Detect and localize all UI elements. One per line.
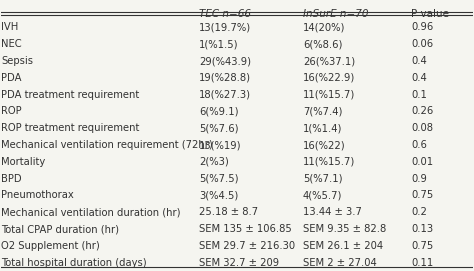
Text: 0.9: 0.9 [411,174,427,184]
Text: 0.96: 0.96 [411,22,434,33]
Text: 13(19.7%): 13(19.7%) [199,22,251,33]
Text: 0.26: 0.26 [411,107,434,117]
Text: 2(%3): 2(%3) [199,157,229,167]
Text: 26(%37.1): 26(%37.1) [303,56,355,66]
Text: 11(%15.7): 11(%15.7) [303,157,355,167]
Text: 11(%15.7): 11(%15.7) [303,90,355,100]
Text: 0.2: 0.2 [411,207,427,217]
Text: 5(%7.5): 5(%7.5) [199,174,239,184]
Text: 0.13: 0.13 [411,224,434,234]
Text: SEM 2 ± 27.04: SEM 2 ± 27.04 [303,258,377,268]
Text: ROP treatment requirement: ROP treatment requirement [1,123,140,133]
Text: IVH: IVH [1,22,18,33]
Text: Sepsis: Sepsis [1,56,33,66]
Text: SEM 32.7 ± 209: SEM 32.7 ± 209 [199,258,280,268]
Text: 0.11: 0.11 [411,258,434,268]
Text: 0.06: 0.06 [411,39,434,49]
Text: 25.18 ± 8.7: 25.18 ± 8.7 [199,207,258,217]
Text: 18(%27.3): 18(%27.3) [199,90,251,100]
Text: 5(%7.6): 5(%7.6) [199,123,239,133]
Text: NEC: NEC [1,39,22,49]
Text: 0.75: 0.75 [411,191,434,201]
Text: PDA: PDA [1,73,22,83]
Text: 1(%1.5): 1(%1.5) [199,39,239,49]
Text: 19(%28.8): 19(%28.8) [199,73,251,83]
Text: InSurE n=70: InSurE n=70 [303,9,368,20]
Text: ROP: ROP [1,107,22,117]
Text: 6(%9.1): 6(%9.1) [199,107,239,117]
Text: 7(%7.4): 7(%7.4) [303,107,342,117]
Text: Mortality: Mortality [1,157,46,167]
Text: Total hospital duration (days): Total hospital duration (days) [1,258,147,268]
Text: 29(%43.9): 29(%43.9) [199,56,251,66]
Text: BPD: BPD [1,174,22,184]
Text: 0.1: 0.1 [411,90,427,100]
Text: SEM 9.35 ± 82.8: SEM 9.35 ± 82.8 [303,224,386,234]
Text: 13(%19): 13(%19) [199,140,242,150]
Text: SEM 135 ± 106.85: SEM 135 ± 106.85 [199,224,292,234]
Text: SEM 26.1 ± 204: SEM 26.1 ± 204 [303,241,383,251]
Text: 3(%4.5): 3(%4.5) [199,191,238,201]
Text: 6(%8.6): 6(%8.6) [303,39,342,49]
Text: PDA treatment requirement: PDA treatment requirement [1,90,140,100]
Text: 0.4: 0.4 [411,56,427,66]
Text: TEC n=66: TEC n=66 [199,9,251,20]
Text: P value: P value [411,9,449,20]
Text: 0.01: 0.01 [411,157,434,167]
Text: 0.6: 0.6 [411,140,427,150]
Text: O2 Supplement (hr): O2 Supplement (hr) [1,241,100,251]
Text: Pneumothorax: Pneumothorax [1,191,74,201]
Text: 13.44 ± 3.7: 13.44 ± 3.7 [303,207,362,217]
Text: 5(%7.1): 5(%7.1) [303,174,343,184]
Text: SEM 29.7 ± 216.30: SEM 29.7 ± 216.30 [199,241,295,251]
Text: Total CPAP duration (hr): Total CPAP duration (hr) [1,224,119,234]
Text: 4(%5.7): 4(%5.7) [303,191,342,201]
Text: Mechanical ventilation requirement (72hr): Mechanical ventilation requirement (72hr… [1,140,213,150]
Text: 0.4: 0.4 [411,73,427,83]
Text: 16(%22): 16(%22) [303,140,346,150]
Text: 16(%22.9): 16(%22.9) [303,73,355,83]
Text: Mechanical ventilation duration (hr): Mechanical ventilation duration (hr) [1,207,181,217]
Text: 14(20%): 14(20%) [303,22,346,33]
Text: 0.75: 0.75 [411,241,434,251]
Text: 1(%1.4): 1(%1.4) [303,123,342,133]
Text: 0.08: 0.08 [411,123,433,133]
